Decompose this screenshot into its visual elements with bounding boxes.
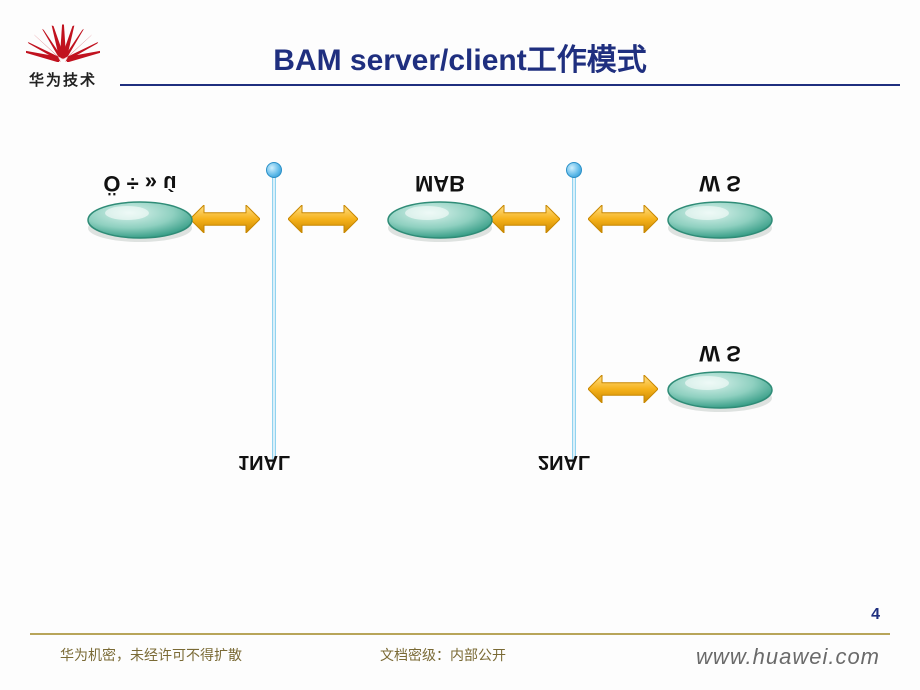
disk-icon — [665, 368, 775, 414]
disk-icon — [665, 198, 775, 244]
topology-diagram: 1NAL 2NAL — [60, 150, 860, 510]
lan-label-lan2: 2NAL — [538, 450, 590, 473]
node-label-bam: MAB — [380, 170, 500, 196]
link-arrow-1 — [288, 205, 358, 233]
node-label-host: Ö ÷ » ú — [80, 170, 200, 196]
footer-brand-url: www.huawei.com — [696, 644, 880, 670]
node-bam: MAB — [380, 170, 500, 244]
slide: 华为技术 BAM server/client工作模式 1NAL2NAL — [0, 0, 920, 690]
disk-icon — [85, 198, 195, 244]
node-label-ws2: W S — [660, 340, 780, 366]
node-ws1: W S — [660, 170, 780, 244]
disk-icon — [385, 198, 495, 244]
link-arrow-3 — [588, 205, 658, 233]
footer-classification: 文档密级：内部公开 — [380, 645, 506, 665]
link-arrow-2 — [490, 205, 560, 233]
node-ws2: W S — [660, 340, 780, 414]
node-host: Ö ÷ » ú — [80, 170, 200, 244]
page-number: 4 — [871, 606, 880, 624]
link-arrow-0 — [190, 205, 260, 233]
lan-bar-lan1 — [272, 170, 276, 460]
footer-divider — [30, 633, 890, 635]
title-divider — [120, 84, 900, 86]
link-arrow-4 — [588, 375, 658, 403]
page-title: BAM server/client工作模式 — [0, 35, 920, 79]
lan-label-lan1: 1NAL — [238, 450, 290, 473]
node-label-ws1: W S — [660, 170, 780, 196]
footer-confidential: 华为机密，未经许可不得扩散 — [60, 645, 242, 665]
lan-bar-lan2 — [572, 170, 576, 460]
